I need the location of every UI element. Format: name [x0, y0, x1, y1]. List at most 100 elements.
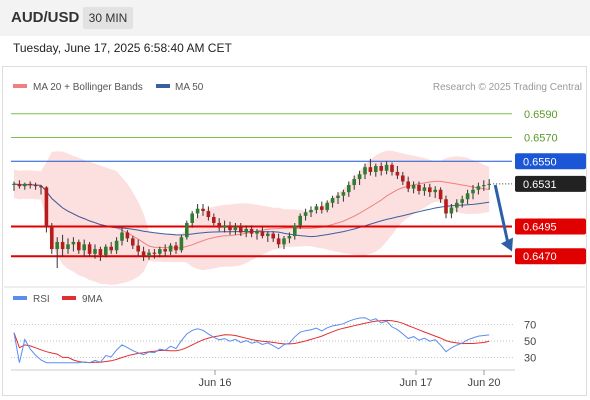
- level-label-0.6495: 0.6495: [523, 222, 557, 234]
- ma20-legend-label: MA 20 + Bollinger Bands: [33, 82, 143, 93]
- candle-body: [158, 249, 162, 254]
- candle-body: [93, 249, 97, 254]
- candle-body: [406, 181, 410, 189]
- instrument-symbol: AUD/USD: [11, 9, 80, 26]
- candle-body: [141, 251, 146, 257]
- candle-body: [271, 233, 275, 239]
- chart-frame: [2, 66, 587, 396]
- candle-body: [428, 187, 432, 193]
- current-price-label: 0.6531: [523, 179, 557, 191]
- rsi-ma-line: [13, 319, 490, 364]
- candle-body: [374, 166, 378, 172]
- timestamp: Tuesday, June 17, 2025 6:58:40 AM CET: [13, 41, 232, 55]
- candle-body: [422, 187, 427, 191]
- level-label-0.6590: 0.6590: [524, 109, 558, 121]
- copyright: Research © 2025 Trading Central: [433, 82, 582, 93]
- candle-body: [87, 244, 92, 254]
- candle-body: [347, 185, 351, 193]
- rsi-line: [13, 317, 490, 364]
- candle-body: [384, 164, 389, 171]
- x-tick-label: Jun 16: [198, 377, 231, 389]
- candle-body: [330, 198, 335, 203]
- candle-body: [152, 252, 157, 254]
- candle-body: [23, 183, 27, 187]
- candle-body: [33, 185, 38, 187]
- candle-body: [401, 175, 405, 182]
- candle-body: [487, 183, 491, 185]
- candle-body: [239, 226, 243, 233]
- candle-body: [131, 238, 135, 246]
- rsi-tick-70: 70: [524, 319, 536, 331]
- candle-body: [212, 217, 216, 223]
- candle-body: [244, 228, 248, 233]
- candle-body: [217, 222, 221, 228]
- candle-body: [287, 236, 292, 239]
- candle-body: [55, 241, 59, 250]
- candle-body: [17, 183, 22, 187]
- candle-body: [114, 240, 119, 251]
- candle-body: [476, 186, 481, 190]
- level-label-0.6550: 0.6550: [523, 156, 557, 168]
- candle-body: [174, 245, 178, 251]
- candle-body: [395, 171, 400, 176]
- candle-body: [120, 232, 124, 241]
- candle-body: [379, 166, 383, 171]
- candle-body: [195, 208, 200, 214]
- candle-body: [417, 185, 421, 191]
- ma50-legend-swatch: [156, 84, 170, 88]
- current-price-tag: [515, 175, 586, 192]
- candle-body: [260, 231, 265, 237]
- candle-body: [109, 246, 113, 251]
- candle-body: [201, 208, 205, 212]
- rsi-legend-swatch: [13, 296, 27, 300]
- timeframe-button[interactable]: 30 MIN: [83, 7, 133, 29]
- candle-body: [325, 202, 329, 210]
- x-tick-label: Jun 20: [467, 377, 500, 389]
- candle-body: [293, 225, 297, 237]
- forecast-arrow-head: [501, 237, 513, 252]
- candle-body: [98, 249, 103, 256]
- candle-body: [465, 193, 470, 200]
- candle-body: [455, 202, 459, 208]
- candle-body: [320, 206, 324, 210]
- candle-body: [233, 226, 238, 231]
- rsi-legend: RSI 9MA: [13, 294, 103, 305]
- level-label-0.6470: 0.6470: [523, 251, 557, 263]
- candle-body: [276, 238, 281, 245]
- level-tag-0.6495: [515, 218, 586, 235]
- candle-body: [125, 232, 130, 239]
- candle-body: [185, 222, 189, 238]
- candle-body: [471, 189, 475, 194]
- candle-body: [179, 237, 184, 251]
- candle-body: [438, 189, 443, 200]
- candle-body: [352, 179, 356, 185]
- rsi-legend-label: RSI: [33, 294, 50, 305]
- candle-body: [449, 207, 454, 214]
- candle-body: [82, 244, 86, 251]
- candle-body: [482, 185, 486, 187]
- candle-body: [136, 245, 140, 252]
- candle-body: [71, 241, 76, 245]
- candle-body: [460, 199, 464, 203]
- candle-body: [168, 245, 173, 252]
- legend: MA 20 + Bollinger Bands MA 50 Research ©…: [13, 82, 582, 93]
- candle-body: [357, 174, 362, 180]
- candle-body: [163, 249, 167, 252]
- candle-body: [66, 244, 70, 250]
- candle-body: [314, 206, 319, 210]
- candle-body: [190, 213, 194, 223]
- ma50-legend-label: MA 50: [175, 82, 204, 93]
- candle-body: [433, 189, 437, 193]
- level-tag-0.6470: [515, 248, 586, 265]
- candle-body: [104, 246, 108, 256]
- candle-body: [363, 167, 367, 175]
- candle-body: [50, 226, 54, 250]
- candle-body: [249, 228, 254, 234]
- candle-body: [206, 211, 211, 218]
- candle-body: [390, 164, 394, 172]
- header-bar: AUD/USD 30 MIN: [0, 0, 590, 36]
- candle-body: [266, 233, 270, 237]
- rsi-ma-legend-swatch: [62, 296, 76, 300]
- candle-body: [222, 225, 227, 228]
